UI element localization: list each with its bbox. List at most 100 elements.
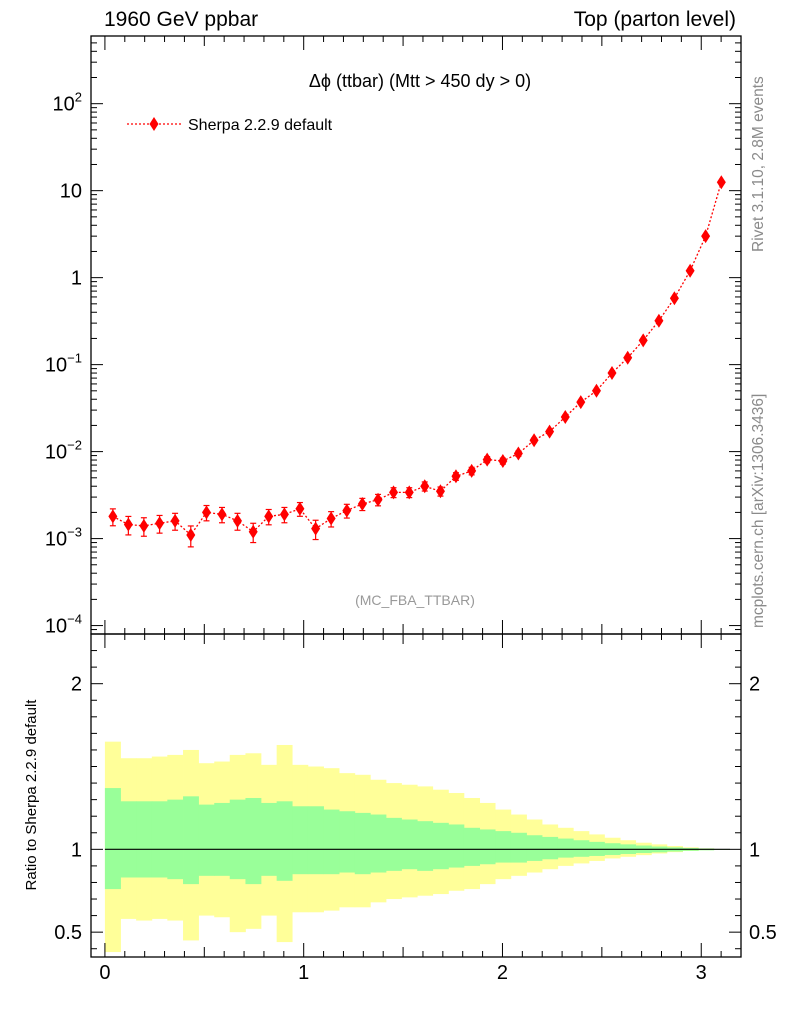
- y-tick-label: 10−4: [45, 612, 82, 638]
- data-point: [545, 424, 555, 439]
- data-point: [498, 453, 508, 468]
- data-point: [685, 263, 695, 278]
- chart-watermark: (MC_FBA_TTBAR): [355, 592, 475, 608]
- ratio-inner-band-bin: [276, 801, 293, 881]
- ratio-inner-band-bin: [198, 804, 215, 876]
- data-point: [513, 446, 523, 461]
- data-point: [420, 479, 430, 494]
- data-point: [435, 484, 445, 499]
- ratio-inner-band-bin: [432, 822, 449, 870]
- ratio-inner-band-bin: [557, 838, 574, 858]
- y-tick-label: 10−3: [45, 525, 82, 551]
- data-point: [482, 452, 492, 467]
- ratio-inner-band-bin: [183, 796, 199, 885]
- data-point: [373, 492, 383, 507]
- series-line: [112, 182, 722, 536]
- ratio-inner-band-bin: [448, 824, 465, 868]
- data-point: [217, 507, 227, 522]
- data-point: [638, 333, 648, 348]
- ratio-inner-band-bin: [307, 806, 324, 875]
- main-series: [108, 175, 726, 548]
- ratio-inner-band-bin: [339, 811, 356, 873]
- ratio-inner-band-bin: [417, 821, 434, 871]
- x-tick-label: 3: [696, 962, 707, 984]
- mcplots-reference-label: mcplots.cern.ch [arXiv:1306.3436]: [750, 393, 767, 628]
- ratio-inner-band-bin: [136, 801, 153, 878]
- data-point: [451, 469, 461, 484]
- ratio-inner-band-bin: [354, 812, 371, 875]
- ratio-inner-band-bin: [229, 799, 246, 880]
- ratio-y-tick-label-right: 0.5: [749, 922, 777, 944]
- ratio-y-tick-label: 2: [71, 674, 82, 696]
- data-point: [591, 383, 601, 398]
- ratio-inner-band-bin: [245, 797, 262, 885]
- data-point: [529, 433, 539, 448]
- ratio-y-tick-label: 1: [71, 839, 82, 861]
- y-tick-label: 10−2: [45, 438, 82, 464]
- ratio-inner-band-bin: [526, 835, 543, 861]
- ratio-inner-band-bin: [323, 809, 340, 875]
- ratio-y-tick-label-right: 1: [749, 839, 760, 861]
- legend-marker: [149, 117, 159, 131]
- ratio-inner-band-bin: [573, 840, 590, 857]
- ratio-inner-band-bin: [260, 802, 278, 876]
- y-tick-label: 102: [53, 90, 82, 116]
- data-point: [342, 503, 352, 518]
- ratio-y-tick-label-right: 2: [749, 674, 760, 696]
- x-tick-label: 1: [298, 962, 309, 984]
- data-point: [326, 511, 336, 526]
- data-point: [155, 516, 165, 531]
- ratio-inner-band-bin: [463, 827, 481, 866]
- ratio-y-tick-label: 0.5: [54, 922, 82, 944]
- chart-title: Δϕ (ttbar) (Mtt > 450 dy > 0): [309, 71, 531, 91]
- data-point: [623, 350, 633, 365]
- y-tick-label: 10−1: [45, 351, 82, 377]
- data-point: [404, 485, 414, 500]
- data-point: [701, 229, 711, 244]
- ratio-frame: [90, 633, 742, 958]
- data-point: [279, 507, 289, 522]
- ratio-bands: [104, 741, 730, 953]
- ratio-inner-band-bin: [385, 817, 402, 871]
- data-point: [669, 291, 679, 306]
- data-point: [467, 463, 477, 478]
- x-tick-label: 0: [99, 962, 110, 984]
- data-point: [576, 395, 586, 410]
- x-tick-label: 2: [497, 962, 508, 984]
- data-point: [311, 521, 321, 536]
- ratio-inner-band-bin: [479, 829, 496, 865]
- ratio-inner-band-bin: [104, 788, 121, 890]
- ratio-inner-band-bin: [292, 806, 309, 875]
- rivet-version-label: Rivet 3.1.10, 2.8M events: [750, 76, 767, 252]
- data-point: [232, 513, 242, 528]
- y-tick-label: 1: [71, 268, 82, 290]
- data-point: [607, 366, 617, 381]
- ratio-inner-band-bin: [370, 814, 387, 873]
- data-point: [139, 518, 149, 533]
- y-tick-label: 10: [60, 181, 82, 203]
- header-right-label: Top (parton level): [573, 8, 736, 31]
- data-point: [560, 409, 570, 424]
- ratio-inner-band-bin: [401, 819, 418, 870]
- data-point: [295, 501, 305, 516]
- data-point: [357, 496, 367, 511]
- ratio-inner-band-bin: [120, 801, 137, 878]
- ratio-inner-band-bin: [495, 831, 512, 863]
- data-point: [389, 485, 399, 500]
- legend: Sherpa 2.2.9 default: [127, 117, 333, 134]
- ratio-inner-band-bin: [510, 832, 527, 863]
- data-point: [248, 524, 258, 539]
- data-point: [186, 527, 196, 542]
- plot-frames: [90, 35, 742, 958]
- ratio-inner-band-bin: [151, 801, 168, 878]
- data-point: [654, 313, 664, 328]
- axis-ticks: 102 10 1 10−1 10−2 10−3 10−4 0 1 2 3 0.5 0.5 1 1 2 2: [45, 35, 777, 984]
- data-point: [108, 509, 118, 524]
- ratio-inner-band-bin: [542, 836, 559, 860]
- data-point: [264, 509, 274, 524]
- ratio-y-axis-label: Ratio to Sherpa 2.2.9 default: [23, 699, 40, 891]
- header-left-label: 1960 GeV ppbar: [104, 8, 259, 31]
- legend-entry-label: Sherpa 2.2.9 default: [188, 117, 333, 134]
- ratio-inner-band-bin: [167, 799, 184, 880]
